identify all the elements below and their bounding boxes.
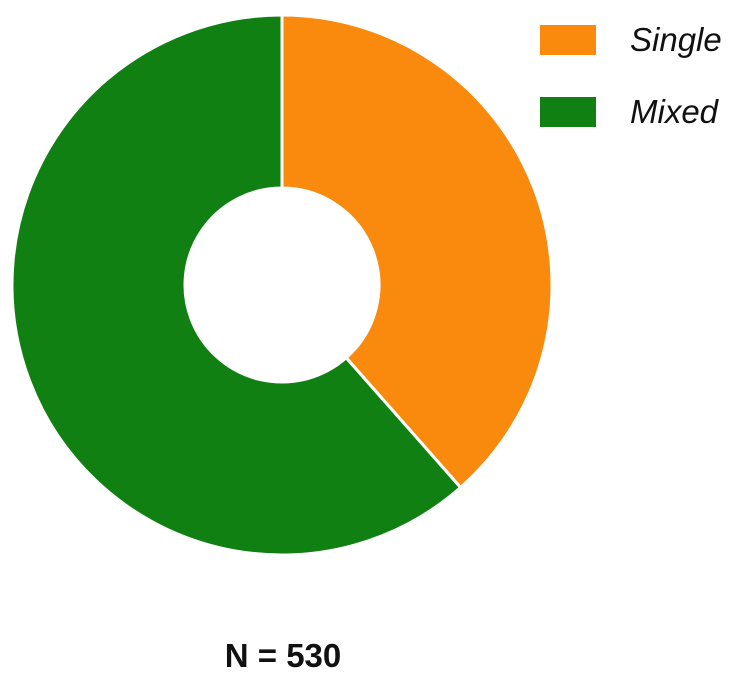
legend-label-mixed: Mixed — [630, 93, 719, 130]
slice-mixed — [10, 13, 463, 557]
legend-swatch-single — [540, 25, 596, 55]
donut-slices — [10, 13, 554, 557]
legend-item-mixed: Mixed — [540, 92, 722, 132]
slice-single — [280, 13, 554, 490]
sample-size-annotation: N = 530 — [224, 637, 342, 674]
legend-swatch-mixed — [540, 97, 596, 127]
legend-label-single: Single — [630, 21, 722, 58]
chart-legend: Single Mixed — [540, 20, 722, 164]
legend-item-single: Single — [540, 20, 722, 60]
